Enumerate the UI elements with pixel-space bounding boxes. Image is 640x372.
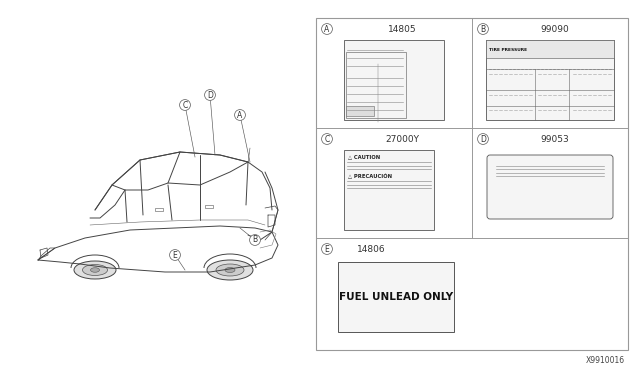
Text: D: D (480, 135, 486, 144)
Bar (486, 40, 614, 58)
Text: B: B (252, 235, 257, 244)
Ellipse shape (216, 264, 244, 276)
Text: B: B (481, 25, 486, 33)
Bar (205, 205, 213, 208)
Text: D: D (207, 90, 213, 99)
Ellipse shape (74, 261, 116, 279)
Bar (338, 262, 454, 332)
Text: A: A (237, 110, 243, 119)
Text: A: A (324, 25, 330, 33)
Bar (344, 150, 434, 230)
Bar (316, 18, 628, 350)
Text: FUEL UNLEAD ONLY: FUEL UNLEAD ONLY (339, 292, 453, 302)
Text: 99053: 99053 (541, 135, 570, 144)
Text: C: C (182, 100, 188, 109)
Bar (346, 106, 374, 116)
Text: 14806: 14806 (356, 244, 385, 253)
Text: △ CAUTION: △ CAUTION (348, 154, 380, 160)
Text: C: C (324, 135, 330, 144)
Text: E: E (324, 244, 330, 253)
Text: △ PRECAUCIÓN: △ PRECAUCIÓN (348, 173, 392, 179)
Bar (155, 208, 163, 211)
Bar (486, 40, 614, 120)
Text: TIRE PRESSURE: TIRE PRESSURE (489, 48, 527, 52)
Ellipse shape (83, 264, 108, 276)
Text: 99090: 99090 (541, 25, 570, 33)
Bar (344, 40, 444, 120)
Text: 14805: 14805 (388, 25, 416, 33)
Text: X9910016: X9910016 (586, 356, 625, 365)
FancyBboxPatch shape (487, 155, 613, 219)
Text: E: E (173, 250, 177, 260)
Ellipse shape (90, 268, 99, 272)
Ellipse shape (225, 267, 235, 273)
Text: 27000Y: 27000Y (385, 135, 419, 144)
Bar (346, 52, 406, 118)
Ellipse shape (207, 260, 253, 280)
